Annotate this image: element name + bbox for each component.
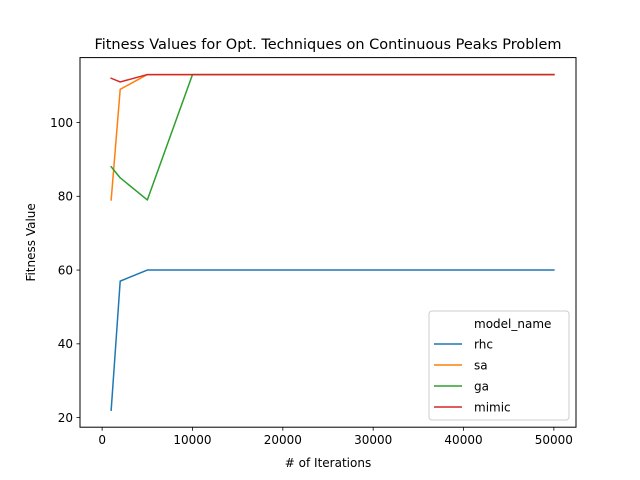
- y-tick-label: 80: [58, 190, 73, 204]
- x-tick-label: 50000: [535, 433, 573, 447]
- y-tick-label: 40: [58, 337, 73, 351]
- legend-label-rhc: rhc: [474, 337, 493, 351]
- y-axis-label: Fitness Value: [24, 203, 38, 281]
- plot-frame: [79, 57, 577, 428]
- series-line-mimic: [110, 73, 555, 83]
- series-line-sa: [110, 73, 555, 201]
- x-tick-label: 10000: [173, 433, 211, 447]
- y-tick-label: 60: [58, 263, 73, 277]
- y-axis: 20 40 60 80 100: [50, 116, 80, 425]
- x-tick-label: 30000: [354, 433, 392, 447]
- x-axis-label: # of Iterations: [285, 456, 371, 470]
- x-tick-label: 40000: [444, 433, 482, 447]
- legend: model_name rhc sa ga mimic: [428, 310, 570, 421]
- legend-items: rhc sa ga mimic: [434, 337, 511, 414]
- x-tick-label: 20000: [264, 433, 302, 447]
- legend-label-sa: sa: [474, 358, 488, 372]
- series-lines: [110, 73, 555, 412]
- series-line-rhc: [110, 269, 555, 412]
- series-line-ga: [110, 73, 555, 201]
- x-axis: 0 10000 20000 30000 40000 50000: [98, 427, 573, 447]
- chart-title: Fitness Values for Opt. Techniques on Co…: [94, 37, 561, 53]
- legend-box: [428, 310, 570, 421]
- plot-area: [79, 57, 577, 428]
- legend-label-ga: ga: [474, 379, 489, 393]
- legend-label-mimic: mimic: [474, 400, 511, 414]
- legend-title: model_name: [474, 317, 551, 331]
- x-tick-label: 0: [98, 433, 106, 447]
- y-tick-label: 100: [50, 116, 73, 130]
- y-tick-label: 20: [58, 411, 73, 425]
